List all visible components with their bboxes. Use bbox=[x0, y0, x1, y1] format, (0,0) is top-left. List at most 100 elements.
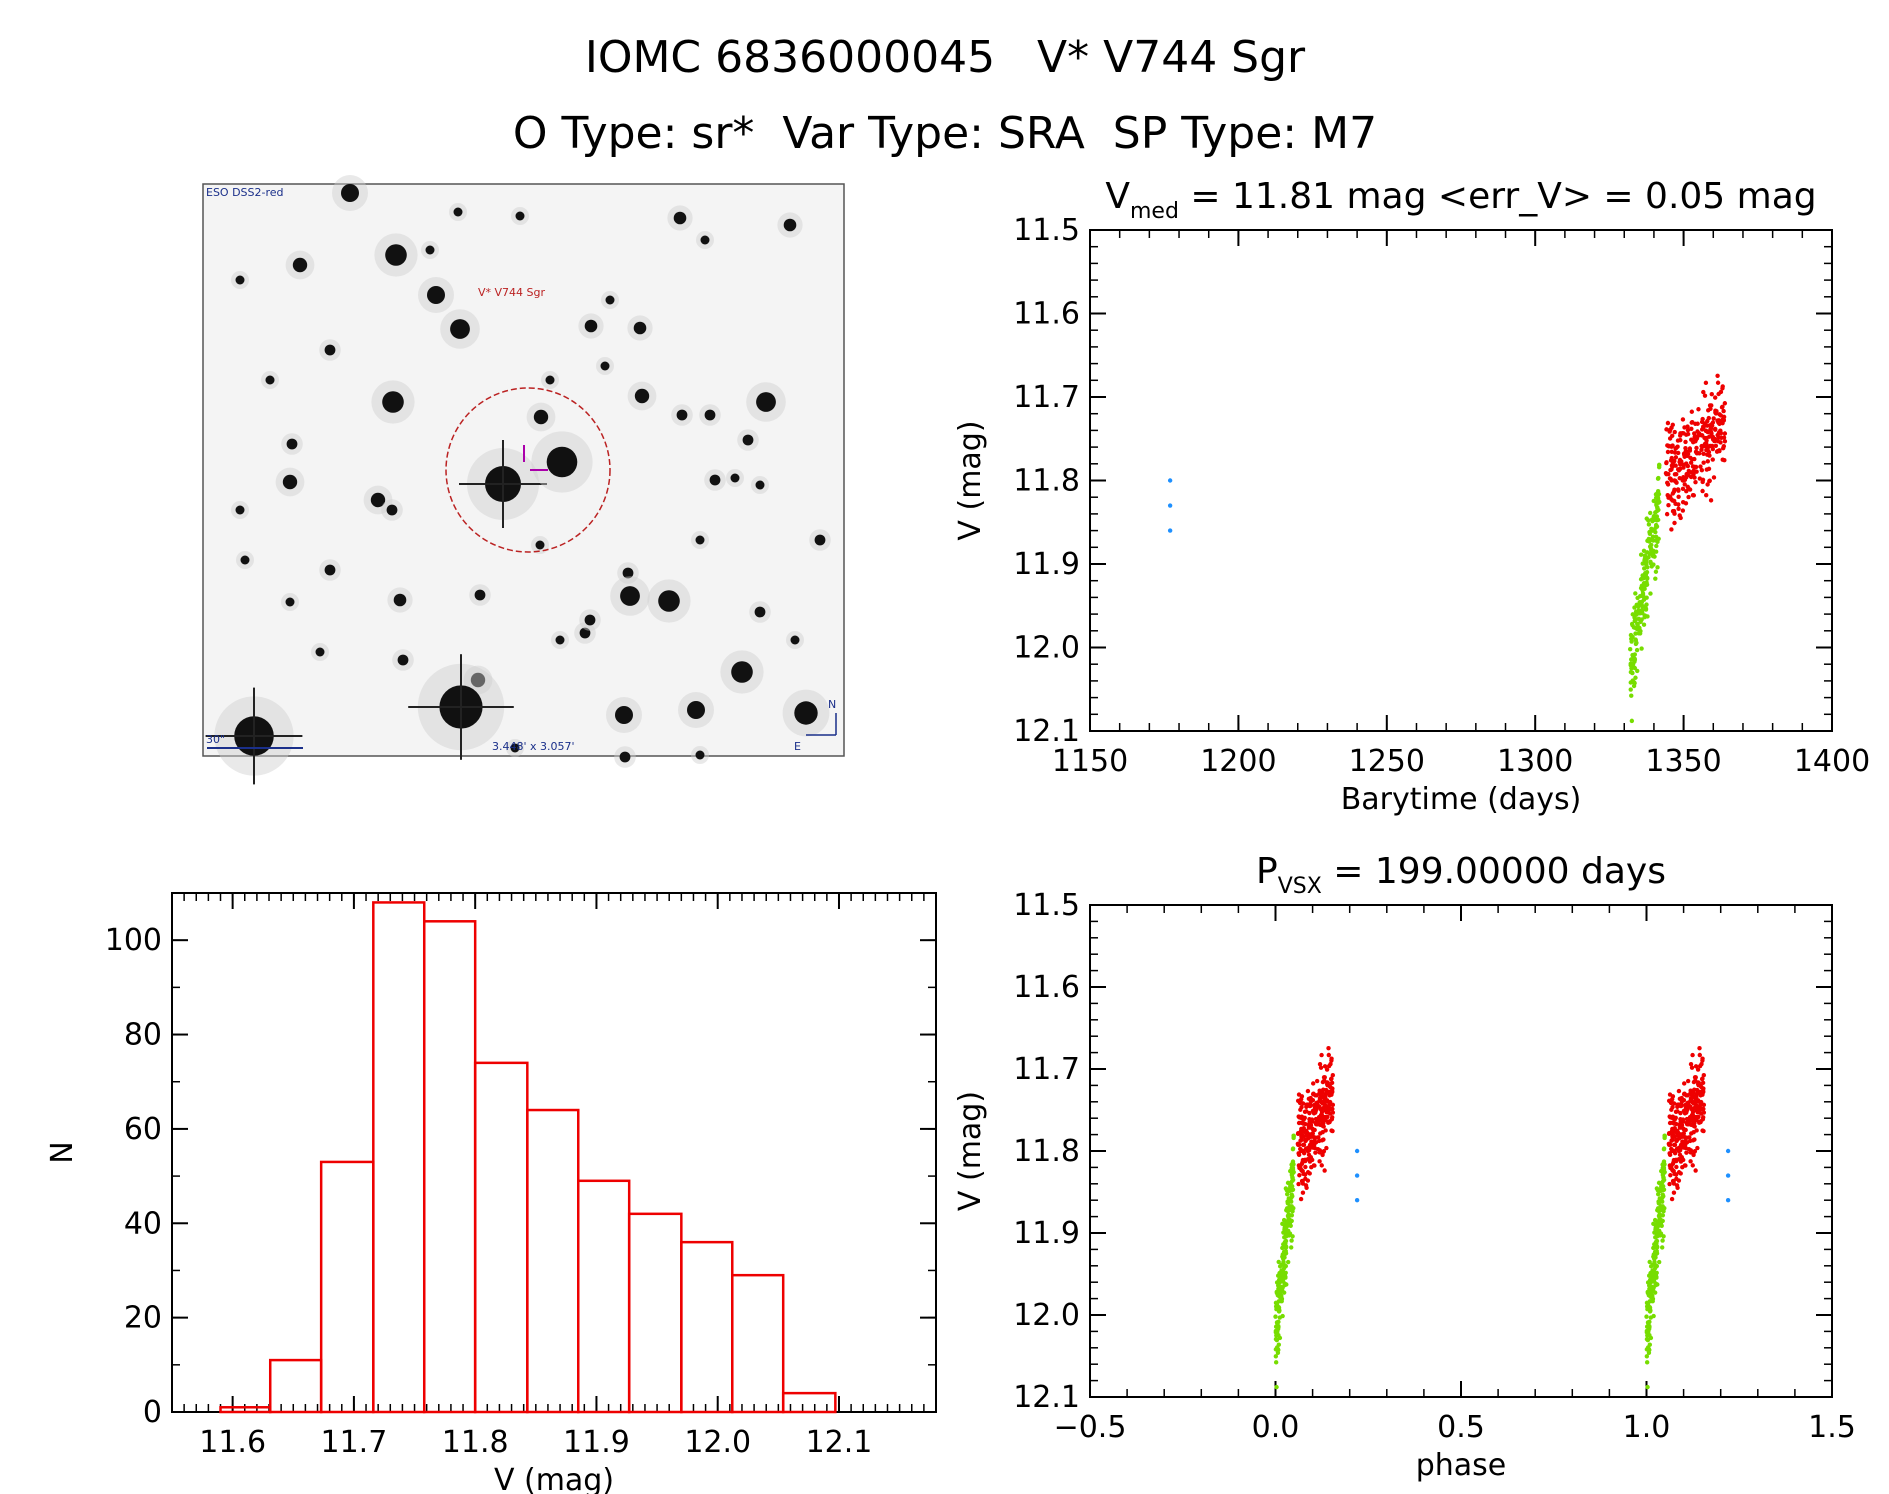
data-point bbox=[1647, 1286, 1652, 1292]
data-point bbox=[1676, 1088, 1682, 1094]
data-point bbox=[1313, 1135, 1318, 1140]
data-point bbox=[1691, 493, 1697, 498]
star bbox=[470, 672, 486, 688]
y-tick-label: 40 bbox=[124, 1206, 162, 1241]
data-point bbox=[1657, 1229, 1662, 1235]
data-point bbox=[1720, 404, 1725, 409]
histogram-bar bbox=[422, 920, 477, 1414]
data-point bbox=[1283, 1245, 1289, 1250]
data-point bbox=[1695, 1145, 1700, 1151]
histogram-bar bbox=[680, 1240, 734, 1414]
y-tick-label: 11.8 bbox=[1013, 464, 1080, 499]
data-point bbox=[1702, 393, 1708, 398]
star bbox=[324, 344, 336, 356]
data-point bbox=[1652, 554, 1657, 559]
data-point bbox=[1632, 615, 1637, 620]
phase-curve-panel: −0.5 0.0 0.5 1.0 1.5 11.5 11.6 11.7 11.8 11.9 12.0… bbox=[953, 851, 1856, 1483]
data-point bbox=[1701, 1110, 1707, 1115]
data-point bbox=[1718, 413, 1724, 418]
data-point bbox=[1660, 1245, 1665, 1250]
data-point bbox=[1684, 1150, 1689, 1155]
data-point bbox=[1694, 1105, 1699, 1111]
data-point bbox=[1659, 1223, 1664, 1228]
star bbox=[425, 245, 435, 255]
data-point bbox=[1306, 1152, 1312, 1158]
data-point bbox=[1273, 1336, 1279, 1342]
data-point bbox=[1650, 1297, 1655, 1302]
data-point bbox=[1667, 429, 1672, 434]
data-point bbox=[1670, 461, 1676, 467]
data-point bbox=[1321, 1124, 1326, 1129]
data-point bbox=[1304, 1130, 1310, 1135]
data-point bbox=[1692, 1124, 1697, 1129]
data-point bbox=[1303, 1164, 1308, 1170]
histogram-bar bbox=[473, 1061, 529, 1414]
star bbox=[704, 409, 716, 421]
data-point bbox=[1676, 1170, 1682, 1175]
data-point bbox=[1633, 637, 1638, 642]
data-point bbox=[1644, 1324, 1650, 1329]
data-point bbox=[1300, 1190, 1306, 1195]
x-tick-label: 1.5 bbox=[1808, 1410, 1856, 1445]
star bbox=[700, 235, 710, 245]
data-point bbox=[1706, 408, 1711, 413]
y-tick-label: 0 bbox=[143, 1395, 162, 1430]
x-tick-label: 0.5 bbox=[1437, 1410, 1485, 1445]
data-point bbox=[1694, 445, 1699, 451]
star bbox=[615, 706, 633, 724]
data-point bbox=[1684, 1116, 1690, 1122]
data-point bbox=[1725, 1148, 1731, 1154]
star bbox=[315, 647, 325, 657]
data-point bbox=[1651, 1254, 1656, 1259]
data-point bbox=[1276, 1319, 1281, 1325]
data-point bbox=[1657, 1217, 1662, 1222]
data-point bbox=[1645, 614, 1650, 619]
data-point bbox=[1635, 668, 1640, 674]
data-point bbox=[1290, 1165, 1296, 1170]
data-point bbox=[1684, 449, 1689, 454]
data-point bbox=[1276, 1259, 1281, 1265]
data-point bbox=[1646, 539, 1652, 544]
star bbox=[790, 635, 800, 645]
data-point bbox=[1698, 464, 1703, 469]
data-point bbox=[1674, 480, 1679, 485]
data-point bbox=[1330, 1072, 1336, 1078]
data-point bbox=[1715, 380, 1721, 385]
data-point bbox=[1632, 656, 1637, 662]
y-tick-label: 20 bbox=[124, 1301, 162, 1336]
data-point bbox=[1695, 421, 1700, 426]
data-point bbox=[1638, 552, 1644, 557]
data-point bbox=[1693, 480, 1698, 485]
data-point bbox=[1678, 1120, 1684, 1125]
data-point bbox=[1647, 1259, 1652, 1265]
data-point bbox=[1285, 1180, 1291, 1186]
data-point bbox=[1285, 1259, 1291, 1265]
star bbox=[814, 534, 826, 546]
data-point bbox=[1628, 662, 1633, 668]
star bbox=[695, 750, 705, 760]
data-point bbox=[1653, 576, 1658, 581]
data-point bbox=[1691, 1079, 1697, 1085]
data-point bbox=[1282, 1272, 1288, 1277]
data-point bbox=[1305, 1088, 1311, 1094]
data-point bbox=[1276, 1283, 1281, 1288]
data-point bbox=[1290, 1170, 1296, 1176]
data-point bbox=[1330, 1086, 1335, 1091]
data-point bbox=[1646, 518, 1651, 523]
data-point bbox=[1666, 1131, 1672, 1137]
data-point bbox=[1274, 1384, 1279, 1390]
data-point bbox=[1646, 522, 1652, 527]
star bbox=[676, 409, 688, 421]
data-point bbox=[1664, 511, 1670, 517]
data-point bbox=[1725, 1198, 1731, 1203]
data-point bbox=[1637, 629, 1642, 635]
data-point bbox=[1655, 1282, 1660, 1287]
data-point bbox=[1686, 494, 1691, 500]
data-point bbox=[1711, 416, 1716, 421]
data-point bbox=[1313, 1116, 1319, 1122]
data-point bbox=[1693, 464, 1699, 470]
data-point bbox=[1318, 1107, 1323, 1112]
data-point bbox=[1668, 1100, 1674, 1106]
data-point bbox=[1674, 1183, 1680, 1188]
star bbox=[324, 564, 336, 576]
